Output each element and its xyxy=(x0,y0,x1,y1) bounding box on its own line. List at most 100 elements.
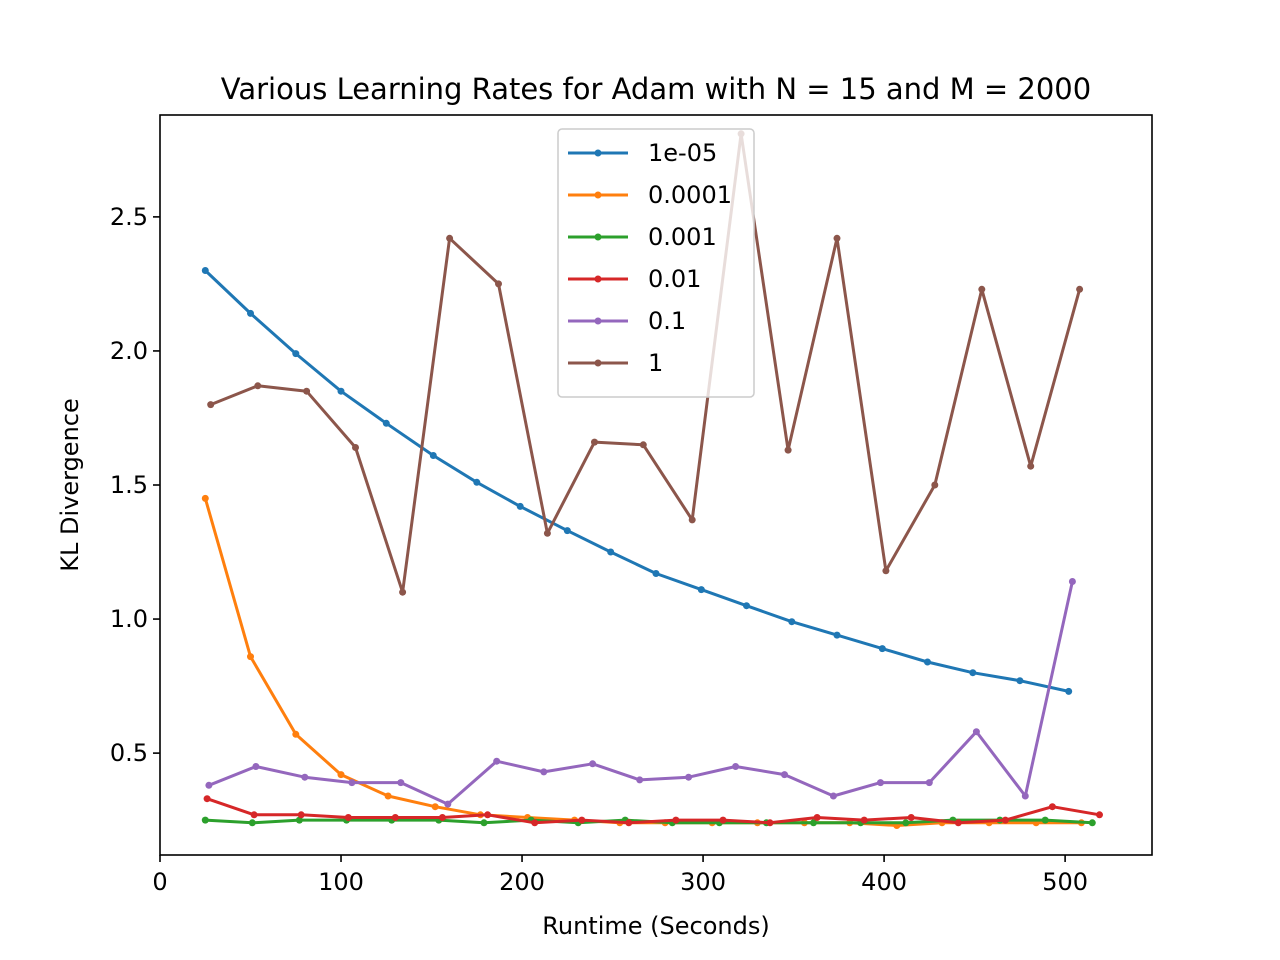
data-point xyxy=(877,779,884,787)
legend-marker xyxy=(594,317,602,325)
data-point xyxy=(766,819,774,827)
legend-item: 0.1 xyxy=(568,307,686,335)
data-point xyxy=(384,792,392,800)
data-point xyxy=(348,779,356,787)
legend-item: 1e-05 xyxy=(568,139,717,167)
data-point xyxy=(247,653,254,661)
data-point xyxy=(954,819,962,827)
data-point xyxy=(297,811,305,819)
chart-title: Various Learning Rates for Adam with N =… xyxy=(221,72,1091,106)
data-point xyxy=(201,267,209,274)
series-5 xyxy=(207,130,1084,596)
x-tick-label: 200 xyxy=(499,868,545,896)
y-tick-label: 2.5 xyxy=(110,203,148,231)
y-axis: 0.5 1.0 1.5 2.0 2.5 xyxy=(110,203,160,767)
data-point xyxy=(607,548,615,556)
data-point xyxy=(732,763,740,770)
y-tick-label: 0.5 xyxy=(110,739,148,767)
data-point xyxy=(591,438,598,446)
data-point xyxy=(972,728,980,736)
data-point xyxy=(925,779,933,787)
x-tick-label: 400 xyxy=(861,868,907,896)
legend-label: 0.01 xyxy=(648,265,701,293)
legend-marker xyxy=(594,149,602,157)
data-point xyxy=(473,478,481,486)
data-point xyxy=(205,781,213,789)
series-line xyxy=(206,797,1100,825)
data-point xyxy=(203,795,211,803)
data-point xyxy=(1048,803,1056,811)
data-point xyxy=(1027,462,1035,470)
data-point xyxy=(636,776,644,784)
legend-item: 0.001 xyxy=(568,223,717,251)
data-point xyxy=(337,771,345,779)
data-point xyxy=(531,819,539,827)
x-tick-label: 300 xyxy=(680,868,726,896)
data-point xyxy=(301,773,309,781)
data-point xyxy=(1096,811,1103,819)
legend-label: 0.001 xyxy=(648,223,717,251)
series-4 xyxy=(205,578,1076,808)
data-point xyxy=(781,771,788,779)
data-point xyxy=(882,567,890,575)
data-point xyxy=(543,529,551,537)
data-point xyxy=(1016,677,1024,685)
data-point xyxy=(697,586,705,594)
data-point xyxy=(639,441,647,449)
data-point xyxy=(247,309,254,317)
legend-item: 1 xyxy=(568,349,663,377)
x-tick-label: 500 xyxy=(1042,868,1088,896)
data-point xyxy=(250,811,258,819)
series-3 xyxy=(203,795,1103,827)
legend-label: 0.1 xyxy=(648,307,686,335)
data-point xyxy=(743,602,750,610)
series-line xyxy=(203,497,1082,827)
data-point xyxy=(813,814,821,821)
legend-marker xyxy=(594,275,602,283)
legend-label: 1 xyxy=(648,349,663,377)
data-point xyxy=(382,419,390,427)
data-point xyxy=(688,516,696,524)
data-point xyxy=(303,387,311,395)
data-point xyxy=(784,446,792,454)
data-point xyxy=(589,760,597,768)
data-point xyxy=(578,816,586,824)
data-point xyxy=(292,350,300,358)
data-point xyxy=(829,792,837,800)
data-point xyxy=(438,814,446,821)
data-point xyxy=(833,631,841,639)
data-point xyxy=(969,669,977,677)
data-point xyxy=(1021,792,1029,800)
x-axis: 0 100 200 300 400 500 xyxy=(152,855,1088,896)
data-point xyxy=(563,527,571,535)
data-point xyxy=(907,814,915,821)
legend-marker xyxy=(594,233,602,241)
x-tick-label: 0 xyxy=(152,868,167,896)
x-axis-label: Runtime (Seconds) xyxy=(542,912,769,940)
data-point xyxy=(1041,816,1049,824)
data-point xyxy=(788,618,796,626)
data-point xyxy=(493,757,501,765)
data-point xyxy=(1001,816,1009,824)
y-axis-label: KL Divergence xyxy=(56,398,84,571)
data-point xyxy=(719,816,727,824)
legend-label: 1e-05 xyxy=(648,139,717,167)
series-layer xyxy=(201,130,1103,829)
data-point xyxy=(860,816,868,824)
x-tick-label: 100 xyxy=(318,868,364,896)
legend-item: 0.0001 xyxy=(568,181,732,209)
data-point xyxy=(292,730,300,738)
y-tick-label: 2.0 xyxy=(110,337,148,365)
legend-marker xyxy=(594,359,602,367)
data-point xyxy=(446,234,454,242)
data-point xyxy=(391,814,399,821)
data-point xyxy=(516,502,524,510)
data-point xyxy=(1076,285,1084,293)
data-point xyxy=(352,444,359,451)
legend-label: 0.0001 xyxy=(648,181,732,209)
data-point xyxy=(397,779,405,787)
legend-marker xyxy=(594,191,602,199)
legend: 1e-05 0.0001 0.001 0.01 0.1 1 xyxy=(557,128,755,398)
data-point xyxy=(254,382,262,390)
